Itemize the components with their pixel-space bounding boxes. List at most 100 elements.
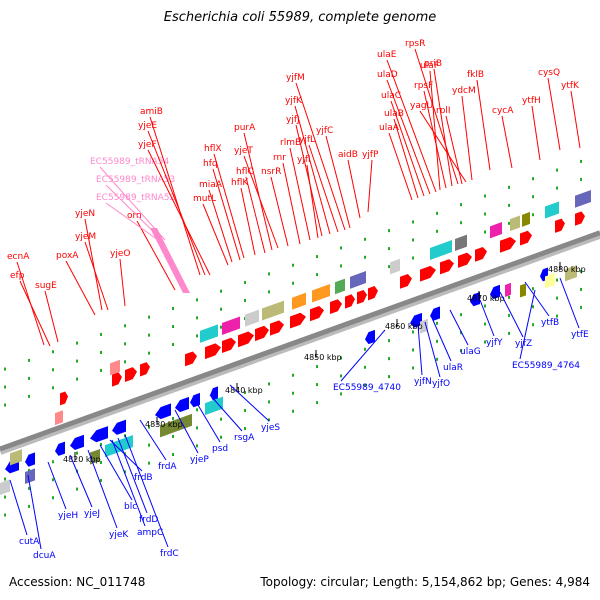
gene-label-forward: hflK xyxy=(231,178,249,188)
guide-dot xyxy=(172,452,174,456)
guide-dot xyxy=(220,307,222,311)
gene-label-forward: hflX xyxy=(204,144,222,154)
guide-dot xyxy=(364,237,366,241)
feature-block xyxy=(312,284,330,303)
gene-arrow-forward xyxy=(400,273,412,289)
gene-label-forward: rpsR xyxy=(405,39,425,49)
guide-dot xyxy=(244,281,246,285)
gene-label-forward: rnr xyxy=(273,153,286,163)
guide-dot xyxy=(4,513,6,517)
guide-dot xyxy=(172,342,174,346)
guide-dot xyxy=(508,295,510,299)
guide-dot xyxy=(196,426,198,430)
guide-dot xyxy=(172,416,174,420)
gene-leader-line xyxy=(531,105,541,161)
gene-arrow-forward xyxy=(140,362,150,377)
gene-leader-line xyxy=(209,394,243,432)
feature-block xyxy=(245,309,259,327)
gene-leader-line xyxy=(47,461,67,510)
gene-label-reverse: cutA xyxy=(19,537,40,547)
gene-label-reverse: dcuA xyxy=(33,551,56,561)
guide-dot xyxy=(100,478,102,482)
guide-dot xyxy=(556,296,558,300)
gene-label-forward: yagU xyxy=(410,101,433,111)
gene-label-forward: ulaA xyxy=(379,123,400,133)
feature-block xyxy=(110,359,120,376)
gene-leader-line xyxy=(295,124,323,237)
guide-dot xyxy=(580,305,582,309)
guide-dot xyxy=(76,377,78,381)
gene-label-reverse: ytfE xyxy=(571,330,589,340)
guide-dot xyxy=(148,351,150,355)
gene-leader-line xyxy=(461,95,473,181)
guide-dot xyxy=(52,460,54,464)
gene-arrow-forward xyxy=(575,211,585,226)
guide-dot xyxy=(100,332,102,336)
gene-arrow-forward xyxy=(475,246,487,262)
guide-dot xyxy=(28,394,30,398)
gene-arrow-reverse xyxy=(430,306,440,321)
guide-dot xyxy=(268,290,270,294)
gene-leader-line xyxy=(417,324,423,376)
gene-label-forward: efp xyxy=(10,271,25,281)
gene-label-forward: ydcM xyxy=(452,86,476,96)
guide-dot xyxy=(340,264,342,268)
gene-leader-line xyxy=(386,79,431,195)
guide-dot xyxy=(460,331,462,335)
gene-leader-line xyxy=(124,434,169,548)
gene-label-forward: EC55989_tRNA53 xyxy=(96,175,175,185)
gene-label-reverse: frdA xyxy=(158,462,177,472)
accession-label: Accession: NC_011748 xyxy=(9,575,146,589)
guide-dot xyxy=(124,342,126,346)
gene-leader-line xyxy=(99,444,133,501)
guide-dot xyxy=(124,470,126,474)
guide-dot xyxy=(580,177,582,181)
genome-backbone xyxy=(0,230,600,452)
guide-dot xyxy=(292,373,294,377)
gene-leader-line xyxy=(84,241,109,311)
gene-leader-line xyxy=(44,290,59,343)
scale-label: 4820 kbp xyxy=(63,455,101,464)
guide-dot xyxy=(220,325,222,329)
guide-dot xyxy=(364,383,366,387)
gene-leader-line xyxy=(499,291,524,338)
gene-label-forward: yjeF xyxy=(138,140,157,150)
gene-leader-line xyxy=(245,176,266,254)
feature-block xyxy=(575,189,591,208)
gene-leader-line xyxy=(476,79,491,171)
gene-arrow-reverse xyxy=(112,419,126,435)
guide-dot xyxy=(52,386,54,390)
feature-block xyxy=(160,413,192,438)
guide-dot xyxy=(124,324,126,328)
gene-label-reverse: yjfO xyxy=(432,379,450,389)
gene-label-reverse: ytfB xyxy=(541,318,559,328)
guide-dot xyxy=(364,365,366,369)
gene-label-forward: mutL xyxy=(193,194,216,204)
gene-label-forward: priB xyxy=(424,59,442,69)
gene-arrow-forward xyxy=(420,265,436,282)
gene-leader-line xyxy=(524,281,550,317)
gene-leader-line xyxy=(547,77,561,151)
gene-leader-line xyxy=(325,135,351,229)
gene-arrow-reverse xyxy=(490,284,500,300)
guide-dot xyxy=(508,313,510,317)
gene-label-forward: ytfH xyxy=(522,96,541,106)
gene-arrow-reverse xyxy=(25,452,35,467)
guide-dot xyxy=(484,340,486,344)
gene-label-forward: yjfP xyxy=(362,150,379,160)
guide-dot xyxy=(412,330,414,334)
gene-arrow-forward xyxy=(520,230,532,246)
guide-dot xyxy=(244,391,246,395)
guide-dot xyxy=(532,213,534,217)
trna-feature xyxy=(150,228,190,293)
gene-arrow-forward xyxy=(112,372,122,387)
scale-label: 4860 kbp xyxy=(385,322,423,331)
gene-label-forward: rplI xyxy=(436,106,451,116)
gene-leader-line xyxy=(194,399,221,443)
guide-dot xyxy=(76,341,78,345)
gene-label-reverse: ulaR xyxy=(443,363,463,373)
gene-label-forward: rpsF xyxy=(414,81,433,91)
guide-dot xyxy=(292,409,294,413)
guide-dot xyxy=(292,281,294,285)
gene-arrow-forward xyxy=(205,343,221,360)
